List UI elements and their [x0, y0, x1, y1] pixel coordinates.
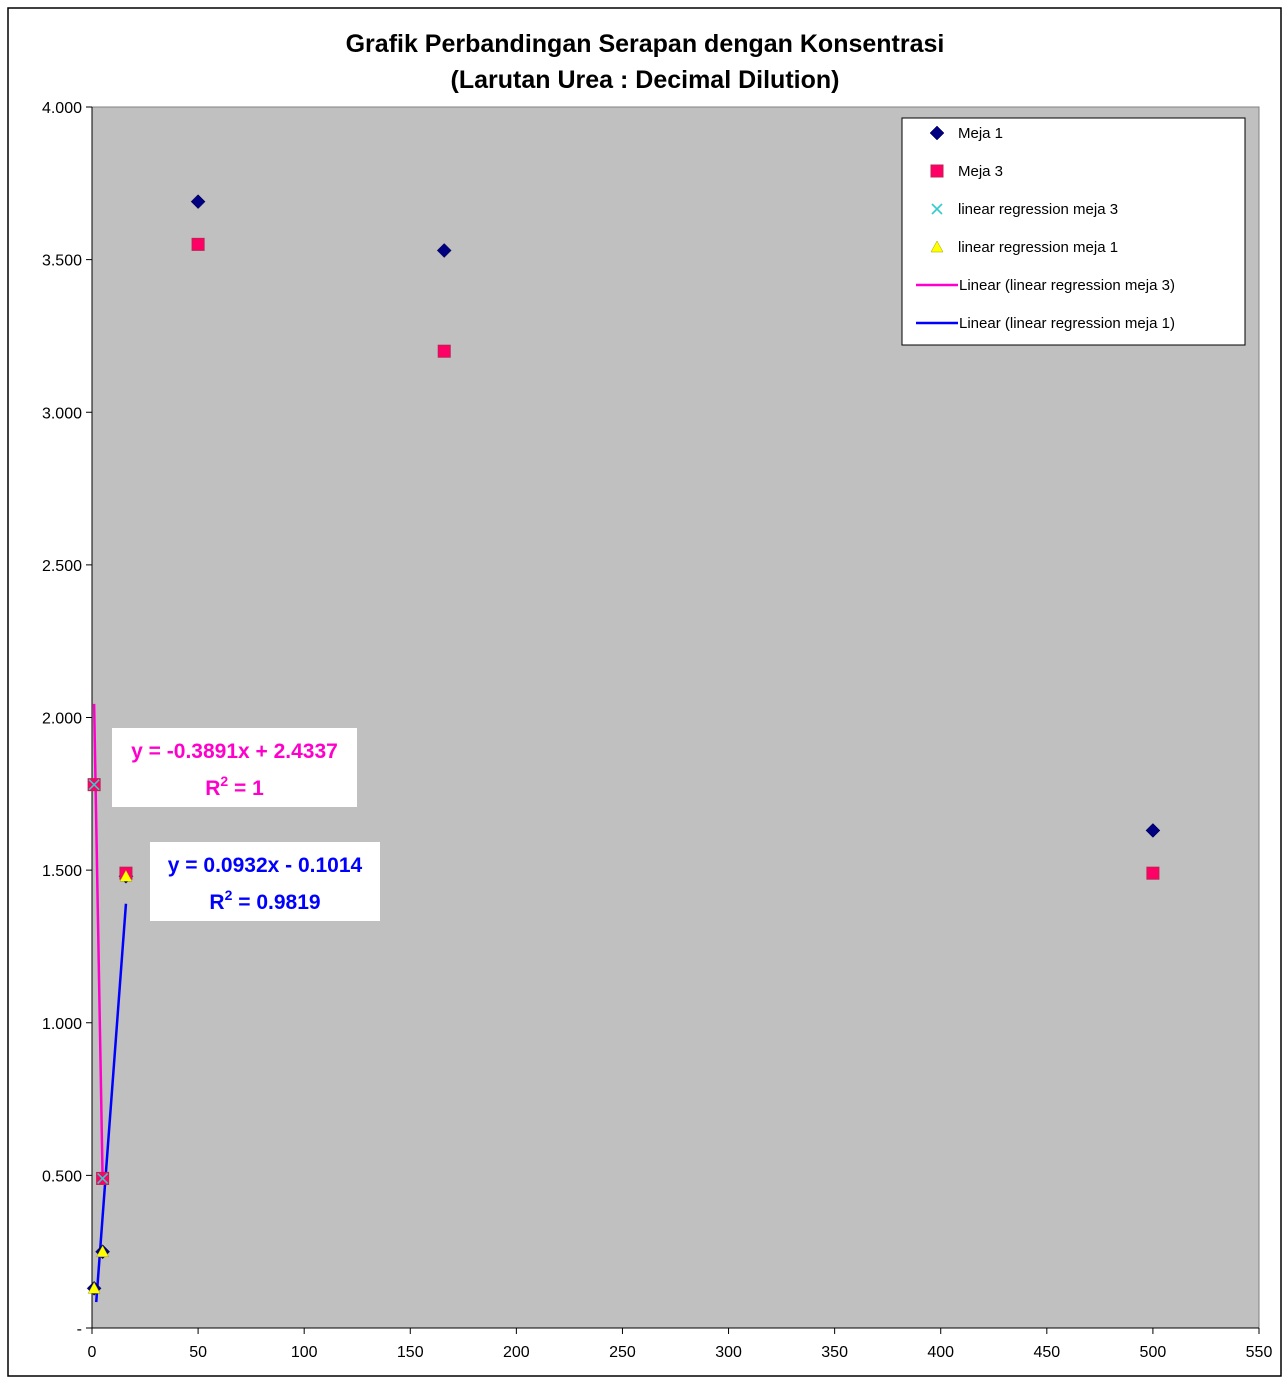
legend-label: linear regression meja 1 [958, 239, 1118, 256]
trendline-meja-1 [94, 903, 128, 1303]
legend-label: Linear (linear regression meja 1) [959, 315, 1175, 332]
x-tick-label: 0 [88, 1344, 97, 1361]
legend-label: linear regression meja 3 [958, 201, 1118, 218]
legend-item: linear regression meja 3 [931, 201, 1118, 218]
data-point [437, 344, 451, 358]
legend-marker [929, 125, 945, 141]
x-tick-label: 150 [397, 1344, 424, 1361]
legend-item: Meja 3 [930, 163, 1003, 180]
data-point [88, 779, 100, 791]
data-point [190, 194, 206, 209]
y-tick-label: 0.500 [42, 1168, 82, 1185]
x-tick-label: 550 [1246, 1344, 1273, 1361]
y-tick-label: 3.000 [42, 405, 82, 422]
legend: Meja 1 Meja 3 linear regression meja 3 line… [901, 117, 1246, 346]
equation-background [112, 728, 357, 807]
trendline-equation: y = 0.0932x - 0.1014 [168, 854, 363, 877]
y-tick-label: 2.000 [42, 711, 82, 728]
x-marker-stroke [97, 1172, 109, 1184]
legend-item: Meja 1 [929, 125, 1003, 142]
series-linear-regression-meja-1 [87, 869, 133, 1294]
x-tick-label: 250 [609, 1344, 636, 1361]
legend-box [901, 117, 1246, 346]
equation-background [150, 842, 380, 921]
x-marker-stroke [931, 203, 943, 215]
y-tick-label: 1.500 [42, 863, 82, 880]
x-tick-label: 50 [189, 1344, 207, 1361]
data-point [191, 237, 205, 251]
y-tick-label: - [77, 1321, 82, 1338]
x-tick-label: 450 [1033, 1344, 1060, 1361]
trendline-equation-box: y = -0.3891x + 2.4337 R2 = 1 [112, 728, 357, 807]
data-points [86, 194, 1161, 1296]
y-tick-label: 4.000 [42, 100, 82, 117]
data-point [1146, 866, 1160, 880]
trendline-r-squared: R2 = 1 [205, 773, 264, 800]
legend-marker [930, 164, 944, 178]
legend-marker [930, 240, 944, 253]
y-tick-label: 3.500 [42, 253, 82, 270]
y-tick-label: 2.500 [42, 558, 82, 575]
trendline-equations: y = -0.3891x + 2.4337 R2 = 1 y = 0.0932x -… [112, 728, 380, 921]
legend-label: Linear (linear regression meja 3) [959, 277, 1175, 294]
data-point [87, 1281, 101, 1294]
x-tick-label: 200 [503, 1344, 530, 1361]
legend-label: Meja 1 [958, 125, 1003, 142]
data-point [119, 869, 133, 882]
data-point [96, 1245, 110, 1257]
x-tick-label: 100 [291, 1344, 318, 1361]
trendline-equation-box: y = 0.0932x - 0.1014 R2 = 0.9819 [150, 842, 380, 921]
data-point [1145, 823, 1161, 838]
series-linear-regression-meja-3 [88, 779, 109, 1184]
legend-item: linear regression meja 1 [930, 239, 1118, 256]
legend-marker [931, 203, 943, 215]
data-point [97, 1172, 109, 1184]
x-marker-stroke [88, 779, 100, 791]
legend-item: Linear (linear regression meja 3) [916, 277, 1175, 294]
legend-item: Linear (linear regression meja 1) [916, 315, 1175, 332]
chart-title-line-1: Grafik Perbandingan Serapan dengan Konse… [346, 30, 945, 58]
x-tick-label: 350 [821, 1344, 848, 1361]
axis-ticks: 0 50 100 150 200 250 300 350 400 450 500 550 - 0.500 1… [42, 100, 1272, 1361]
x-tick-label: 300 [715, 1344, 742, 1361]
trendline-equation: y = -0.3891x + 2.4337 [131, 740, 338, 763]
x-tick-label: 400 [927, 1344, 954, 1361]
trendline-r-squared: R2 = 0.9819 [209, 887, 320, 914]
x-tick-label: 500 [1140, 1344, 1167, 1361]
y-tick-label: 1.000 [42, 1016, 82, 1033]
chart-title-line-2: (Larutan Urea : Decimal Dilution) [451, 66, 840, 94]
data-point [436, 243, 452, 258]
legend-label: Meja 3 [958, 163, 1003, 180]
